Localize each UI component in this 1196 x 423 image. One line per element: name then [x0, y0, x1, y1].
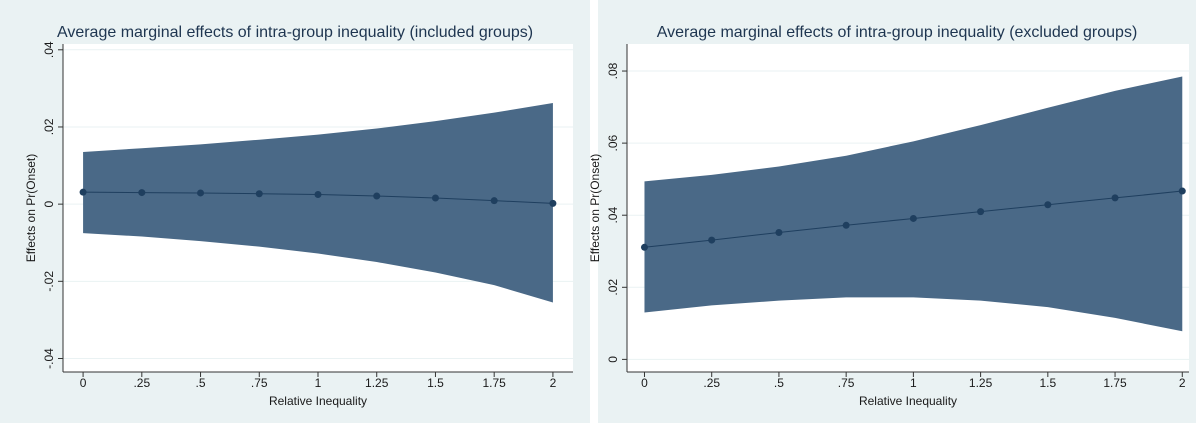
chart-panel: Average marginal effects of intra-group … [0, 0, 590, 423]
x-tick-label: 1.5 [427, 376, 444, 390]
x-tick-label: .5 [196, 376, 206, 390]
x-tick-label: .5 [774, 376, 784, 390]
confidence-band [83, 103, 553, 303]
x-tick-label: 1.25 [969, 376, 993, 390]
y-tick-label: .04 [606, 207, 620, 224]
x-tick-label: 1 [910, 376, 917, 390]
x-axis-label: Relative Inequality [859, 394, 957, 408]
estimate-point [909, 214, 917, 222]
estimate-point [775, 229, 783, 237]
estimate-point [138, 189, 146, 197]
estimate-point [373, 192, 381, 200]
estimate-point [549, 199, 557, 207]
estimate-point [314, 190, 322, 198]
estimate-point [197, 189, 205, 197]
estimate-point [431, 194, 439, 202]
y-axis-label: Effects on Pr(Onset) [24, 154, 38, 263]
x-tick-label: 1.75 [1103, 376, 1127, 390]
y-tick-label: .02 [42, 118, 56, 135]
x-tick-label: 2 [1179, 376, 1186, 390]
x-tick-label: .75 [251, 376, 268, 390]
estimate-point [977, 208, 985, 216]
x-tick-label: 1 [315, 376, 322, 390]
y-axis-label: Effects on Pr(Onset) [588, 154, 602, 263]
estimate-point [79, 188, 87, 196]
y-tick-label: 0 [606, 356, 620, 363]
y-tick-label: .06 [606, 134, 620, 151]
y-tick-label: -.02 [42, 271, 56, 292]
estimate-point [1044, 201, 1052, 209]
x-tick-label: 0 [80, 376, 87, 390]
x-tick-label: .75 [838, 376, 855, 390]
y-tick-label: .02 [606, 279, 620, 296]
y-tick-label: 0 [42, 200, 56, 207]
estimate-point [1111, 194, 1119, 202]
estimate-point [1178, 187, 1186, 195]
y-tick-label: .04 [42, 41, 56, 58]
estimate-point [490, 197, 498, 205]
x-tick-label: 0 [641, 376, 648, 390]
estimate-point [255, 190, 263, 198]
y-tick-label: -.04 [42, 348, 56, 369]
x-tick-label: 2 [550, 376, 557, 390]
chart-title: Average marginal effects of intra-group … [657, 24, 1138, 41]
estimate-point [640, 243, 648, 251]
x-axis-label: Relative Inequality [269, 394, 367, 408]
x-tick-label: .25 [703, 376, 720, 390]
confidence-band [644, 76, 1183, 332]
estimate-point [708, 236, 716, 244]
y-tick-label: .08 [606, 62, 620, 79]
x-tick-label: 1.25 [365, 376, 389, 390]
x-tick-label: 1.5 [1039, 376, 1056, 390]
estimate-point [842, 221, 850, 229]
x-tick-label: 1.75 [483, 376, 507, 390]
x-tick-label: .25 [133, 376, 150, 390]
chart-title: Average marginal effects of intra-group … [57, 24, 533, 41]
chart-panel: Average marginal effects of intra-group … [588, 0, 1196, 423]
